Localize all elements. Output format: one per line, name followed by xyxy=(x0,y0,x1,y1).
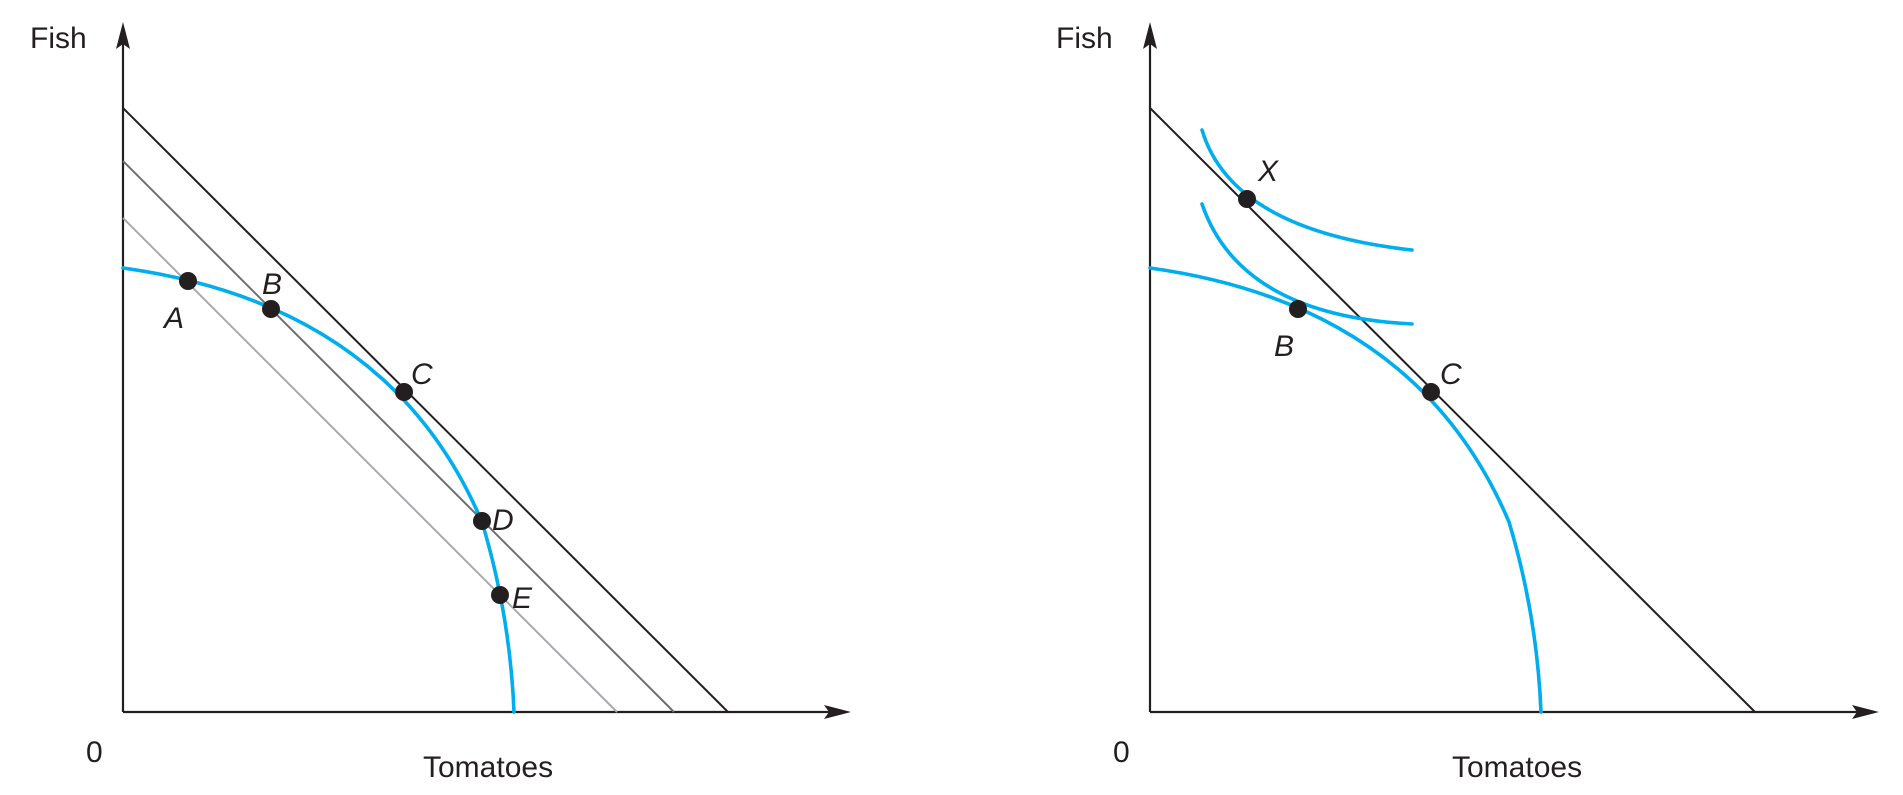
right-indifference-curve-high xyxy=(1200,128,1414,252)
left-point-d-label: D xyxy=(492,504,514,537)
left-x-axis-arrowhead xyxy=(824,705,851,719)
left-origin-label: 0 xyxy=(86,736,103,769)
right-point-x xyxy=(1238,190,1256,208)
right-ppf-curve xyxy=(1148,266,1543,714)
left-point-e-label: E xyxy=(512,582,533,615)
right-point-x-label: X xyxy=(1257,155,1279,188)
left-point-c-label: C xyxy=(411,358,433,391)
right-origin-label: 0 xyxy=(1113,736,1130,769)
left-ppf-curve xyxy=(121,266,516,714)
left-x-axis-label: Tomatoes xyxy=(423,751,553,784)
right-point-b-label: B xyxy=(1274,330,1294,363)
left-point-d xyxy=(473,512,491,530)
left-point-b-label: B xyxy=(262,268,282,301)
left-price-line-mid xyxy=(122,160,675,713)
right-point-c xyxy=(1422,383,1440,401)
right-y-axis-label: Fish xyxy=(1056,22,1113,55)
left-price-line-dark xyxy=(122,107,729,713)
right-price-line xyxy=(1149,107,1756,713)
right-point-b xyxy=(1289,300,1307,318)
left-y-axis-label: Fish xyxy=(30,22,87,55)
right-point-c-label: C xyxy=(1440,358,1462,391)
right-x-axis-label: Tomatoes xyxy=(1452,751,1582,784)
left-point-e xyxy=(491,586,509,604)
left-point-a-label: A xyxy=(162,302,184,335)
right-x-axis-arrowhead xyxy=(1852,705,1879,719)
right-indifference-curve-low xyxy=(1200,202,1414,326)
left-point-c xyxy=(395,383,413,401)
left-y-axis-arrowhead xyxy=(116,22,130,49)
right-panel: Fish Tomatoes 0 X B C xyxy=(1056,22,1879,784)
left-point-b xyxy=(262,300,280,318)
right-y-axis-arrowhead xyxy=(1143,22,1157,49)
left-panel: Fish Tomatoes 0 A B C D E xyxy=(30,22,851,784)
left-point-a xyxy=(179,272,197,290)
left-price-line-light xyxy=(122,217,618,713)
